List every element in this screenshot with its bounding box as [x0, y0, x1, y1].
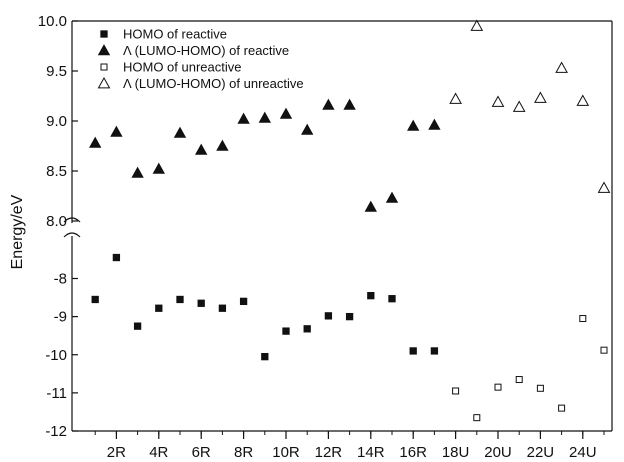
x-tick-label: 14R: [357, 444, 385, 461]
legend-marker: [97, 76, 111, 89]
series-2: [452, 315, 608, 422]
legend-marker: [100, 30, 108, 38]
data-point: [218, 304, 227, 312]
data-point: [558, 404, 566, 412]
x-tick-label: 6R: [192, 444, 211, 461]
legend-label: HOMO of unreactive: [123, 60, 242, 75]
x-tick-label: 20U: [484, 444, 512, 461]
data-point: [343, 98, 356, 110]
data-point: [430, 347, 439, 355]
lower-y-tick-label: -12: [45, 423, 67, 440]
data-point: [173, 126, 187, 138]
data-point: [367, 292, 375, 300]
lower-y-tick-label: -10: [45, 347, 67, 364]
data-point: [409, 347, 417, 355]
x-tick-label: 4R: [149, 444, 168, 461]
axis-break-mark-lower: [63, 232, 81, 238]
data-point: [237, 112, 250, 124]
data-point: [473, 414, 481, 422]
data-point: [258, 111, 271, 123]
data-point: [515, 376, 523, 384]
data-point: [322, 98, 335, 110]
data-point: [536, 384, 544, 392]
lower-y-tick-label: -8: [54, 271, 67, 288]
data-point: [600, 346, 608, 354]
data-point: [579, 315, 587, 323]
upper-y-tick-label: 10.0: [38, 13, 67, 30]
data-point: [282, 327, 290, 335]
legend-marker: [97, 44, 111, 56]
x-axis-ticks: 2R 4R 6R 8R 10R 12R 14R 16R 18U 20U 22U 24U: [94, 431, 605, 461]
data-point: [512, 100, 526, 112]
data-point: [470, 19, 484, 31]
data-point: [597, 181, 611, 193]
lower-y-tick-label: -9: [54, 309, 67, 326]
data-point: [452, 387, 460, 395]
data-point: [279, 107, 293, 119]
data-point: [112, 253, 121, 262]
data-point: [303, 325, 311, 333]
data-point: [576, 94, 590, 106]
legend-label: Λ (LUMO-HOMO) of unreactive: [123, 76, 304, 91]
data-point: [345, 312, 354, 321]
data-point: [197, 299, 205, 307]
data-point: [491, 95, 505, 107]
data-point: [494, 383, 502, 391]
legend-label: HOMO of reactive: [123, 27, 227, 42]
x-tick-label: 8R: [234, 444, 253, 461]
series-1: [89, 98, 441, 212]
data-point: [428, 118, 441, 130]
data-point: [449, 92, 462, 104]
legend-marker: [100, 63, 108, 71]
upper-y-tick-label: 9.5: [46, 63, 67, 80]
data-point: [216, 139, 229, 151]
data-point: [152, 162, 165, 174]
data-point: [89, 136, 102, 148]
data-point: [261, 353, 269, 361]
data-point: [301, 123, 314, 135]
y-axis-ticks: 8.0 8.5 9.0 9.5 10.0 -8 -9 -10 -11 -12: [38, 13, 78, 440]
data-point: [388, 295, 396, 303]
data-point: [407, 119, 420, 131]
upper-y-tick-label: 8.0: [46, 213, 67, 230]
data-point: [385, 191, 399, 203]
upper-y-tick-label: 9.0: [46, 113, 67, 130]
x-tick-label: 10R: [272, 444, 300, 461]
x-tick-label: 18U: [442, 444, 470, 461]
upper-y-tick-label: 8.5: [46, 163, 67, 180]
axis-break-mark-upper: [63, 217, 81, 223]
x-tick-label: 22U: [527, 444, 555, 461]
data-point: [155, 304, 163, 312]
data-point: [176, 295, 184, 304]
x-tick-label: 12R: [315, 444, 343, 461]
data-point: [555, 61, 568, 73]
data-point: [324, 312, 333, 320]
y-axis-label: Energy/eV: [9, 194, 26, 269]
x-tick-label: 24U: [569, 444, 597, 461]
plot-frame: [63, 20, 613, 432]
data-point: [534, 91, 547, 103]
series-0: [91, 253, 439, 361]
data-point: [133, 322, 142, 330]
legend-label: Λ (LUMO-HOMO) of reactive: [123, 43, 289, 58]
data-point: [239, 297, 248, 306]
series-3: [449, 19, 611, 193]
data-point: [364, 200, 377, 212]
data-point: [91, 295, 99, 304]
x-tick-label: 16R: [399, 444, 427, 461]
data-points: [89, 19, 611, 422]
data-point: [110, 125, 123, 137]
lower-y-tick-label: -11: [46, 385, 67, 402]
data-point: [131, 166, 144, 178]
data-point: [195, 143, 208, 155]
x-tick-label: 2R: [107, 444, 126, 461]
